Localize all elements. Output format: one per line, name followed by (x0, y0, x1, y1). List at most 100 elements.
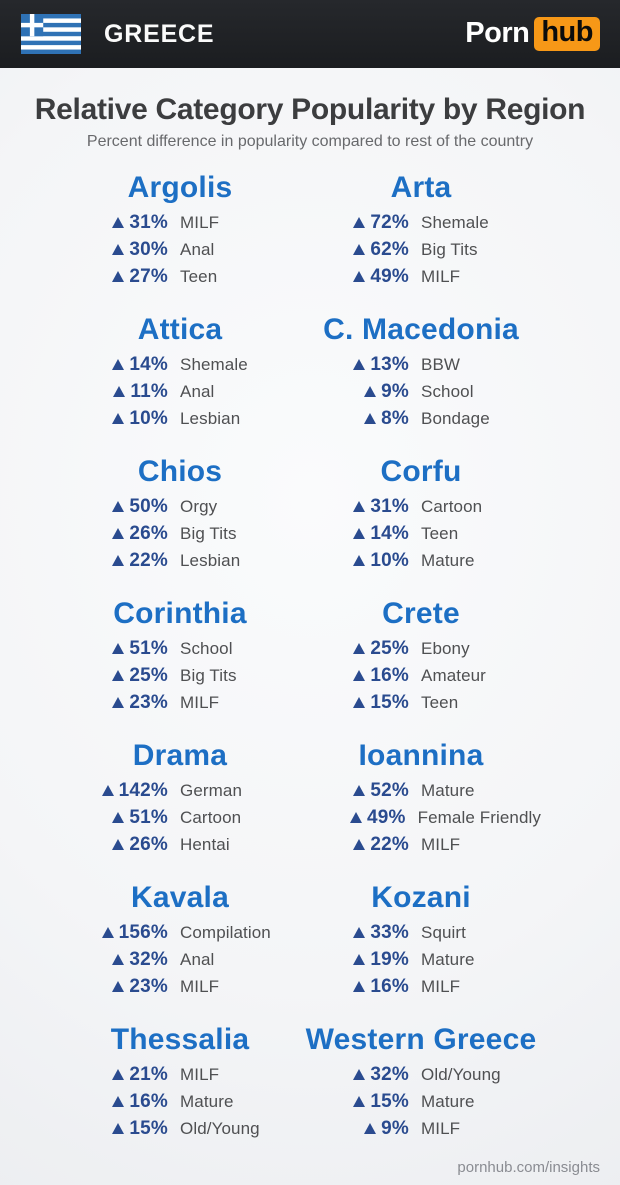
entry-percent-value: 62% (370, 238, 409, 260)
entry-percent-value: 52% (370, 779, 409, 801)
entry-percent-value: 50% (129, 495, 168, 517)
entry-category: Hentai (180, 834, 230, 854)
regions-grid: Argolis 31% MILF 30% Anal 27% Teen Arta 72% Shema… (60, 171, 620, 1142)
up-triangle-icon (112, 528, 125, 539)
entry-percent-value: 15% (129, 1117, 168, 1139)
region-title: Corfu (380, 455, 462, 488)
up-triangle-icon (112, 697, 125, 708)
region-block: Drama 142% German 51% Cartoon 26% Hentai (60, 739, 300, 858)
entry-percent: 32% (60, 949, 168, 971)
entry-percent: 16% (301, 665, 409, 687)
region-block: Corfu 31% Cartoon 14% Teen 10% Mature (301, 455, 541, 574)
entry-row: 52% Mature (301, 777, 541, 804)
up-triangle-icon (364, 1123, 377, 1134)
region-block: Crete 25% Ebony 16% Amateur 15% Teen (301, 597, 541, 716)
entry-percent-value: 19% (370, 948, 409, 970)
entry-row: 15% Mature (301, 1088, 541, 1115)
entry-percent-value: 13% (370, 353, 409, 375)
entry-percent-value: 14% (370, 522, 409, 544)
up-triangle-icon (101, 927, 114, 938)
region-title: Kavala (131, 881, 229, 914)
entry-row: 50% Orgy (60, 493, 300, 520)
entry-percent-value: 9% (381, 1117, 409, 1139)
entry-percent: 11% (60, 381, 168, 403)
region-title: Corinthia (113, 597, 247, 630)
entry-category: Mature (180, 1091, 234, 1111)
page-subtitle: Percent difference in popularity compare… (86, 133, 534, 150)
entry-category: German (180, 780, 243, 800)
up-triangle-icon (353, 954, 366, 965)
region-title: Kozani (371, 881, 471, 914)
up-triangle-icon (353, 670, 366, 681)
entry-percent: 10% (301, 550, 409, 572)
entry-category: MILF (180, 1064, 220, 1084)
entry-percent: 10% (60, 408, 168, 430)
up-triangle-icon (349, 812, 362, 823)
entry-category: Anal (180, 949, 215, 969)
entry-row: 11% Anal (60, 378, 300, 405)
entry-percent-value: 16% (129, 1090, 168, 1112)
entry-category: BBW (421, 354, 461, 374)
entry-percent-value: 16% (370, 975, 409, 997)
up-triangle-icon (353, 643, 366, 654)
region-title: Crete (382, 597, 460, 630)
entry-percent-value: 32% (370, 1063, 409, 1085)
up-triangle-icon (353, 785, 366, 796)
entry-category: Mature (421, 780, 475, 800)
up-triangle-icon (353, 697, 366, 708)
entry-row: 16% Mature (60, 1088, 300, 1115)
entry-percent: 62% (301, 239, 409, 261)
entry-row: 51% Cartoon (60, 804, 300, 831)
entry-percent: 33% (301, 922, 409, 944)
entry-percent-value: 16% (370, 664, 409, 686)
entry-row: 72% Shemale (301, 209, 541, 236)
entry-percent: 8% (301, 408, 409, 430)
region-block: Attica 14% Shemale 11% Anal 10% Lesbian (60, 313, 300, 432)
entry-category: Lesbian (180, 550, 241, 570)
up-triangle-icon (353, 839, 366, 850)
entry-percent: 31% (60, 212, 168, 234)
up-triangle-icon (112, 839, 125, 850)
entry-category: Shemale (180, 354, 248, 374)
up-triangle-icon (112, 812, 125, 823)
entry-row: 62% Big Tits (301, 236, 541, 263)
up-triangle-icon (353, 359, 366, 370)
entry-row: 21% MILF (60, 1061, 300, 1088)
up-triangle-icon (112, 217, 125, 228)
entry-category: Cartoon (180, 807, 242, 827)
up-triangle-icon (112, 555, 125, 566)
logo-text-porn: Porn (465, 17, 530, 50)
entry-category: Bondage (421, 408, 490, 428)
up-triangle-icon (353, 981, 366, 992)
entry-row: 23% MILF (60, 973, 300, 1000)
entry-percent-value: 25% (129, 664, 168, 686)
entry-row: 14% Shemale (60, 351, 300, 378)
region-title: C. Macedonia (323, 313, 519, 346)
entry-category: School (421, 381, 474, 401)
up-triangle-icon (353, 217, 366, 228)
entry-percent: 32% (301, 1064, 409, 1086)
entry-category: MILF (180, 212, 220, 232)
entry-percent: 51% (60, 638, 168, 660)
up-triangle-icon (112, 501, 125, 512)
entry-percent-value: 51% (129, 637, 168, 659)
entry-percent: 23% (60, 976, 168, 998)
entry-percent: 31% (301, 496, 409, 518)
entry-category: Mature (421, 949, 475, 969)
entry-row: 49% Female Friendly (301, 804, 541, 831)
entry-percent-value: 142% (118, 779, 168, 801)
entry-row: 23% MILF (60, 689, 300, 716)
page-title: Relative Category Popularity by Region (34, 93, 586, 126)
entry-row: 15% Old/Young (60, 1115, 300, 1142)
entry-category: Orgy (180, 496, 218, 516)
entry-row: 10% Lesbian (60, 405, 300, 432)
region-title: Attica (137, 313, 223, 346)
entry-category: MILF (180, 976, 220, 996)
entry-row: 13% BBW (301, 351, 541, 378)
pornhub-logo: Porn hub (465, 16, 600, 51)
up-triangle-icon (112, 1096, 125, 1107)
entry-percent: 26% (60, 523, 168, 545)
entry-row: 16% MILF (301, 973, 541, 1000)
region-title: Western Greece (305, 1023, 537, 1056)
entry-percent: 9% (301, 1118, 409, 1140)
